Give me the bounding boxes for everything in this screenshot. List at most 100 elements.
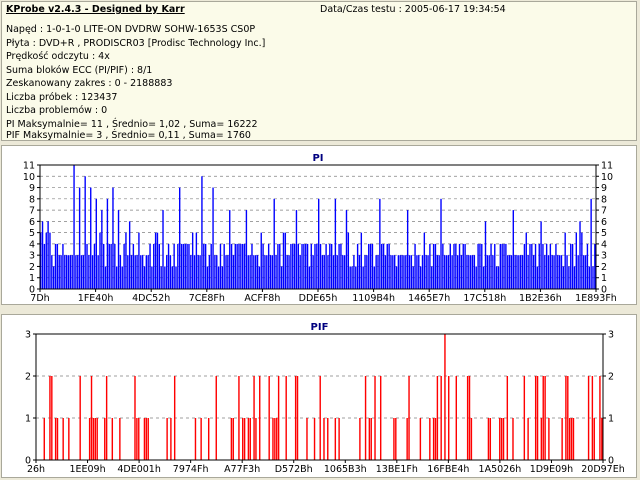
data-bar (104, 418, 106, 460)
data-bar (68, 418, 70, 460)
data-bar (92, 418, 95, 460)
data-bar (184, 243, 186, 289)
data-bar (397, 255, 400, 289)
data-bar (160, 266, 162, 289)
data-bar (566, 255, 568, 289)
data-bar (274, 418, 276, 460)
data-bar (484, 221, 487, 289)
data-bar (119, 255, 122, 289)
data-bar (330, 243, 333, 289)
data-bar (286, 255, 288, 289)
data-bar (327, 255, 329, 289)
data-bar (577, 255, 579, 289)
data-bar (345, 210, 348, 289)
data-bar (534, 243, 537, 289)
data-bar (392, 255, 394, 289)
data-bar (379, 198, 381, 289)
data-bar (401, 255, 403, 289)
data-bar (43, 418, 45, 460)
data-bar (529, 243, 531, 289)
x-tick-label: 1FE40h (78, 293, 114, 304)
x-tick-label: 1E893Fh (575, 293, 617, 304)
data-bar (275, 255, 277, 289)
y-tick-label-right: 0 (608, 456, 614, 467)
x-tick-label: 1465E7h (408, 293, 450, 304)
data-bar (382, 243, 385, 289)
data-bar (490, 243, 492, 289)
data-bar (193, 255, 196, 289)
test-datetime: Data/Czas testu : 2005-06-17 19:34:54 (320, 4, 506, 15)
data-bar (191, 232, 194, 289)
data-bar (314, 243, 316, 289)
data-bar (60, 255, 62, 289)
y-tick-label-right: 3 (608, 330, 614, 341)
data-bar (371, 243, 374, 289)
data-bar (369, 243, 372, 289)
data-bar (564, 232, 566, 289)
data-bar (64, 255, 66, 289)
data-bar (561, 418, 563, 460)
data-bar (199, 255, 201, 289)
x-tick-label: D572Bh (275, 464, 313, 475)
data-bar (282, 232, 285, 289)
data-bar (412, 266, 414, 289)
data-bar (40, 232, 42, 289)
data-bar (555, 243, 557, 289)
data-bar (242, 418, 244, 460)
data-bar (462, 243, 464, 289)
data-bar (421, 255, 424, 289)
data-bar (532, 255, 535, 289)
data-bar (538, 243, 540, 289)
data-bar (568, 266, 570, 289)
data-bar (297, 243, 299, 289)
data-bar (432, 418, 435, 460)
data-bar (488, 255, 490, 289)
data-bar (140, 255, 142, 289)
info-panel: KProbe v2.4.3 - Designed by Karr Data/Cz… (1, 1, 637, 141)
data-bar (499, 418, 501, 460)
data-bar (71, 255, 73, 289)
y-tick-label-left: 4 (29, 239, 35, 250)
y-tick-label-left: 6 (29, 217, 35, 228)
data-bar (351, 266, 353, 289)
data-bar (492, 255, 494, 289)
data-bar (319, 243, 322, 289)
data-bar (408, 376, 410, 460)
data-bar (482, 266, 485, 289)
data-bar (232, 418, 234, 460)
data-bar (90, 187, 92, 289)
y-tick-label-right: 6 (601, 217, 607, 228)
data-bar (238, 376, 240, 460)
data-bar (489, 418, 492, 460)
data-bar (223, 243, 225, 289)
data-bar (97, 255, 99, 289)
data-bar (215, 376, 217, 460)
data-bar (91, 255, 94, 289)
data-bar (293, 243, 296, 289)
data-bar (429, 243, 431, 289)
data-bar (567, 376, 569, 460)
data-bar (570, 243, 572, 289)
data-bar (321, 255, 324, 289)
data-bar (419, 266, 422, 289)
data-bar (547, 255, 550, 289)
data-bar (267, 243, 270, 289)
data-bar (336, 255, 338, 289)
data-bar (305, 243, 307, 289)
data-bar (58, 255, 60, 289)
data-bar (360, 232, 363, 289)
data-bar (194, 418, 197, 460)
data-bar (332, 255, 335, 289)
data-bar (601, 418, 603, 460)
data-bar (571, 243, 574, 289)
data-bar (374, 376, 376, 460)
data-bar (594, 243, 596, 289)
data-bar (65, 255, 68, 289)
data-bar (52, 266, 55, 289)
data-bar (572, 418, 575, 460)
data-bar (423, 232, 426, 289)
data-bar (162, 210, 164, 289)
data-bar (364, 376, 367, 460)
data-bar (284, 232, 287, 289)
data-bar (500, 418, 503, 460)
